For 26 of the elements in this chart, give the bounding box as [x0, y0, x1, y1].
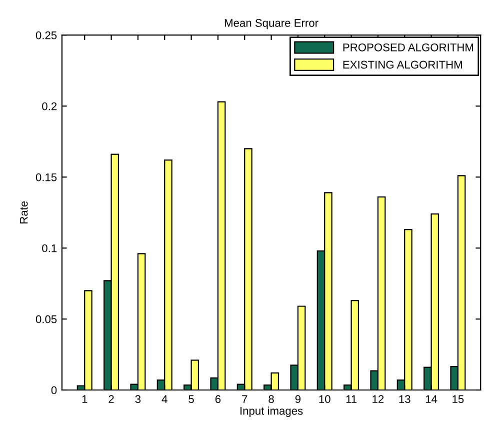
y-tick-label: 0.15 [36, 173, 57, 182]
legend-label: PROPOSED ALGORITHM [343, 43, 474, 52]
x-tick-label: 5 [188, 395, 194, 404]
y-tick-label: 0.05 [36, 315, 57, 324]
x-tick-label: 12 [372, 395, 384, 403]
x-tick-label: 13 [399, 395, 410, 404]
x-tick-label: 7 [242, 395, 248, 403]
y-tick-label: 0.25 [36, 31, 57, 40]
x-tick-label: 10 [319, 395, 330, 404]
x-tick-label: 14 [426, 395, 438, 403]
x-tick-label: 15 [452, 395, 464, 404]
x-tick-label: 4 [162, 395, 168, 403]
y-tick-label: 0.1 [42, 244, 57, 252]
x-axis-title: Input images [240, 406, 303, 417]
legend-label: EXISTING ALGORITHM [343, 60, 462, 69]
chart-title: Mean Square Error [224, 19, 318, 30]
x-tick-label: 2 [108, 395, 114, 403]
y-axis-title: Rate [20, 201, 28, 224]
x-tick-label: 3 [135, 395, 141, 404]
x-tick-label: 8 [268, 395, 274, 404]
x-tick-label: 6 [215, 395, 221, 404]
y-tick-label: 0.2 [42, 102, 57, 110]
x-tick-label: 9 [295, 395, 301, 404]
y-tick-label: 0 [51, 386, 57, 394]
x-tick-label: 1 [82, 395, 88, 403]
x-tick-label: 11 [346, 395, 357, 403]
